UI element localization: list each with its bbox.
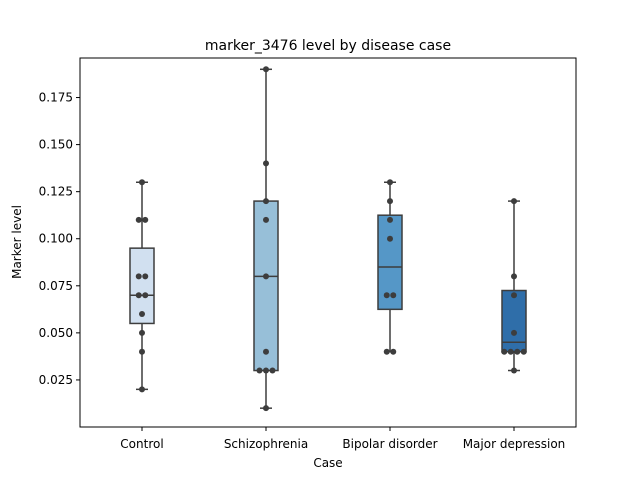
- data-point-control: [142, 292, 149, 299]
- y-tick-label: 0.075: [39, 279, 73, 293]
- data-point-major-depression: [511, 329, 517, 336]
- data-point-major-depression: [520, 348, 527, 355]
- y-tick-label: 0.125: [39, 185, 73, 199]
- y-tick-label: 0.100: [39, 232, 73, 246]
- box-bipolar-disorder: [377, 214, 403, 311]
- data-point-major-depression: [511, 198, 517, 205]
- data-point-control: [135, 273, 142, 280]
- data-point-schizophrenia: [263, 198, 269, 205]
- y-tick-label: 0.150: [39, 138, 73, 152]
- data-point-bipolar-disorder: [387, 179, 393, 186]
- data-point-schizophrenia: [263, 273, 269, 280]
- data-point-control: [142, 216, 149, 223]
- data-point-control: [135, 292, 142, 299]
- data-point-control: [135, 216, 142, 223]
- data-point-schizophrenia: [263, 216, 269, 223]
- y-tick-label: 0.050: [39, 326, 73, 340]
- data-point-control: [139, 386, 145, 393]
- box-control: [129, 247, 155, 325]
- x-tick-label: Control: [120, 437, 163, 451]
- data-point-bipolar-disorder: [383, 292, 390, 299]
- data-point-schizophrenia: [269, 367, 276, 374]
- x-tick-label: Schizophrenia: [224, 437, 308, 451]
- data-point-schizophrenia: [256, 367, 263, 374]
- data-point-bipolar-disorder: [383, 348, 390, 355]
- data-point-bipolar-disorder: [387, 235, 393, 242]
- data-point-control: [139, 348, 145, 355]
- data-point-bipolar-disorder: [390, 292, 397, 299]
- x-axis-label: Case: [313, 456, 342, 470]
- data-point-schizophrenia: [263, 405, 269, 412]
- y-axis-label: Marker level: [10, 205, 24, 279]
- data-point-major-depression: [514, 348, 521, 355]
- data-point-control: [142, 273, 149, 280]
- data-point-major-depression: [507, 348, 514, 355]
- plot-frame: [79, 57, 577, 428]
- box-major-depression: [501, 289, 527, 353]
- y-tick-label: 0.175: [39, 91, 73, 105]
- data-point-bipolar-disorder: [390, 348, 397, 355]
- data-point-major-depression: [501, 348, 508, 355]
- data-point-schizophrenia: [263, 160, 269, 167]
- y-tick-label: 0.025: [39, 373, 73, 387]
- box-schizophrenia: [253, 200, 279, 372]
- data-point-major-depression: [511, 367, 517, 374]
- data-point-bipolar-disorder: [387, 198, 393, 205]
- data-point-control: [139, 179, 145, 186]
- data-point-control: [139, 311, 145, 318]
- data-point-schizophrenia: [263, 66, 269, 73]
- data-point-major-depression: [511, 273, 517, 280]
- data-point-major-depression: [511, 292, 517, 299]
- data-point-schizophrenia: [263, 367, 269, 374]
- chart-title: marker_3476 level by disease case: [205, 38, 451, 54]
- x-tick-label: Bipolar disorder: [342, 437, 437, 451]
- data-point-schizophrenia: [263, 348, 269, 355]
- plot-area: 0.025 0.050 0.075 0.100 0.125 0.150 0.175 Contr…: [39, 57, 577, 451]
- data-point-bipolar-disorder: [387, 216, 393, 223]
- data-point-control: [139, 329, 145, 336]
- x-tick-label: Major depression: [463, 437, 566, 451]
